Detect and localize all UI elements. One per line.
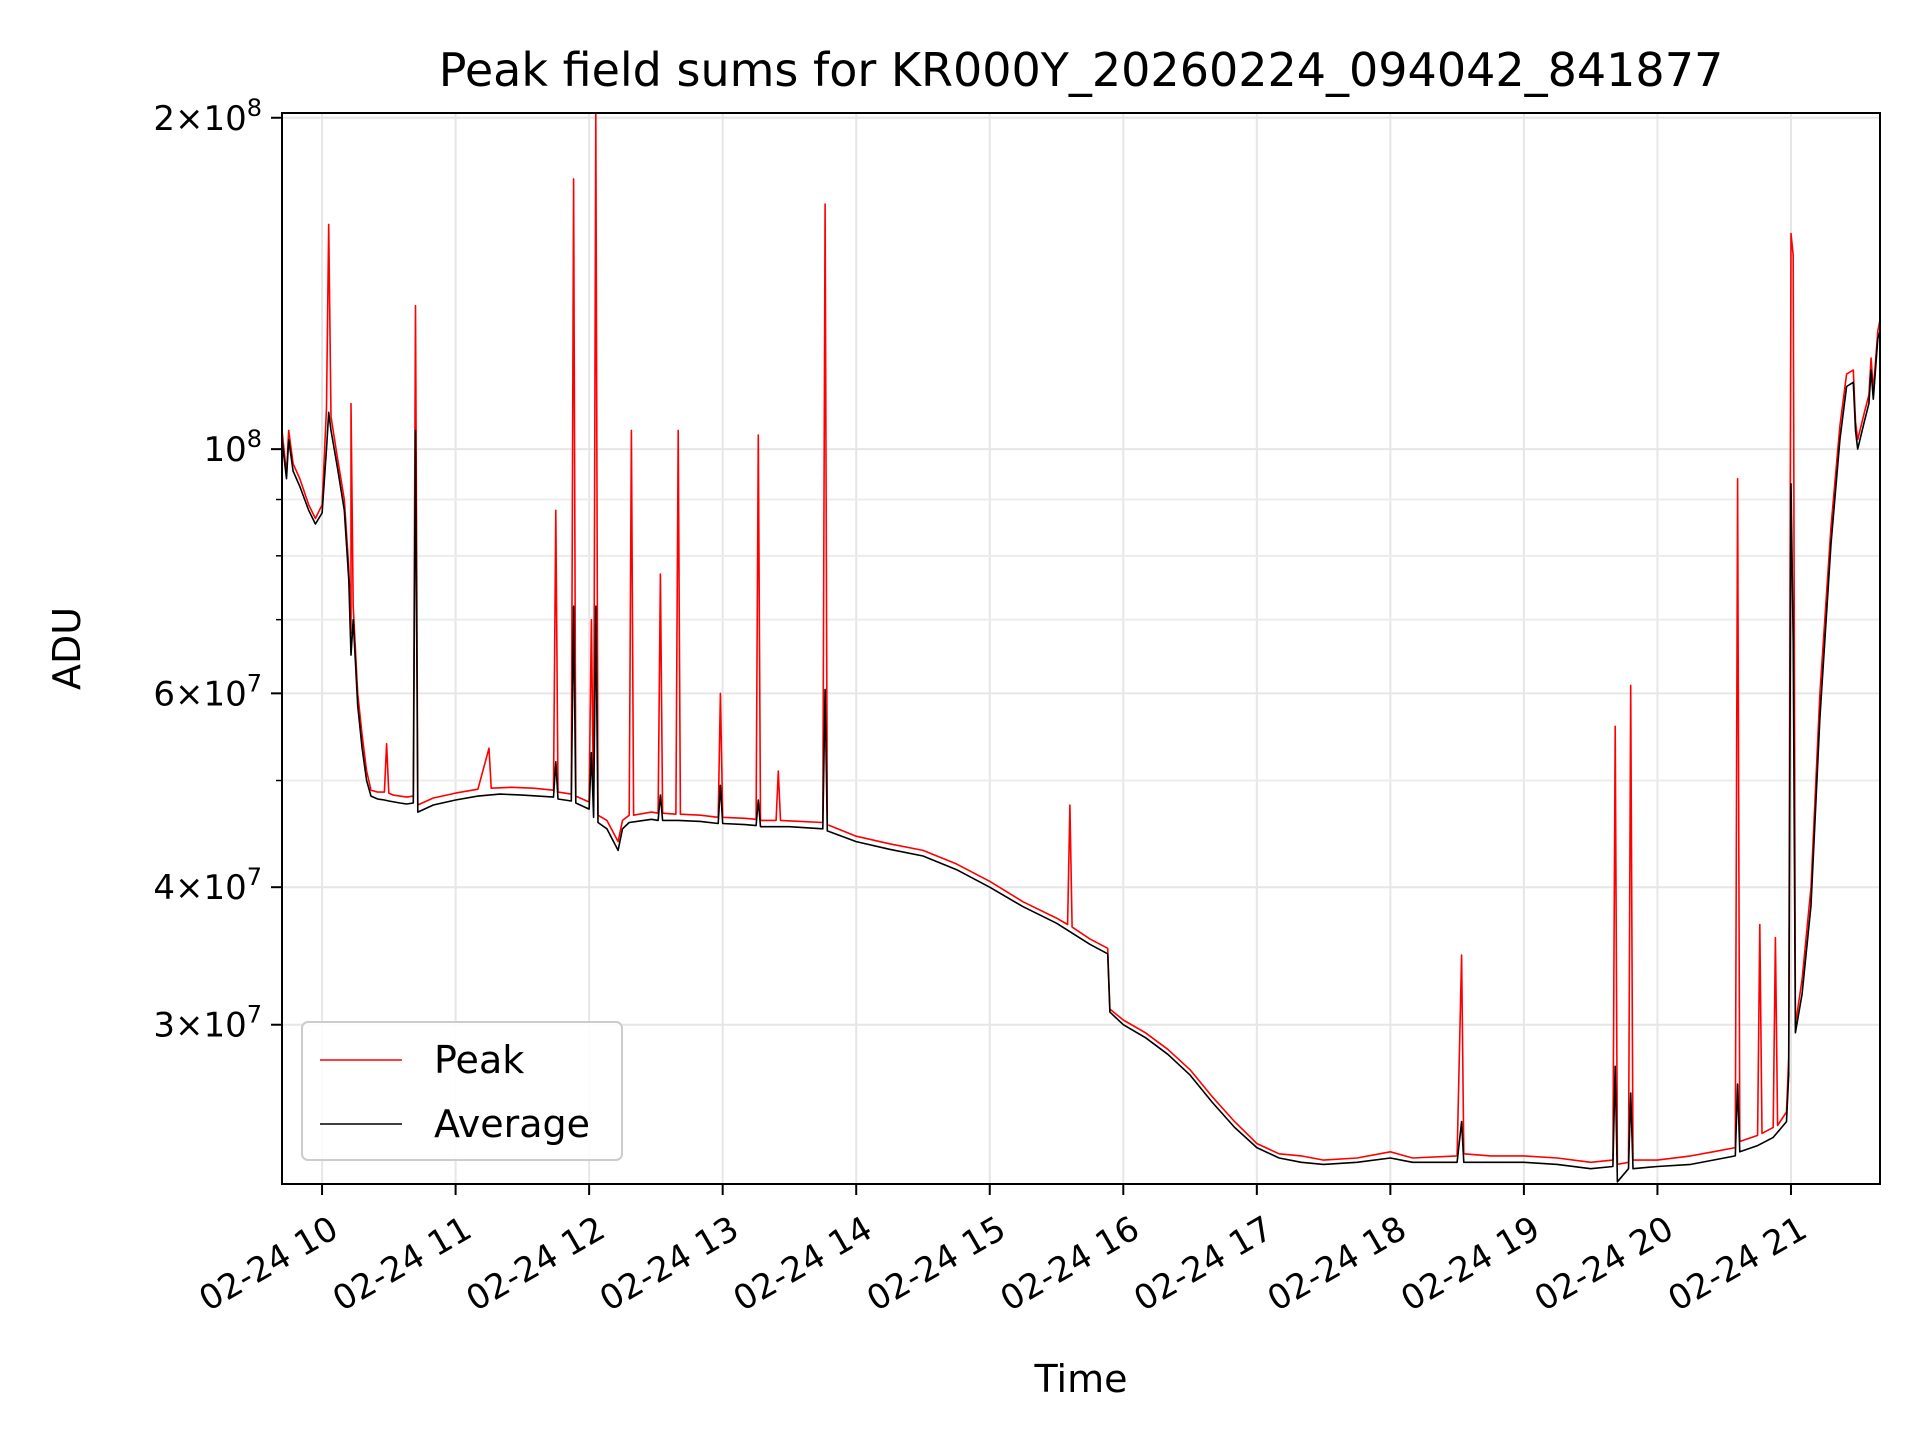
- x-tick-label: 02-24 15: [860, 1209, 1012, 1320]
- x-tick-label: 02-24 21: [1661, 1209, 1813, 1320]
- x-tick-label: 02-24 10: [193, 1209, 345, 1320]
- series-lines: [282, 113, 1880, 1183]
- x-tick-label: 02-24 14: [727, 1209, 879, 1320]
- y-tick-label: 4×107: [153, 863, 262, 908]
- legend-label-average: Average: [434, 1102, 590, 1146]
- series-line-average: [282, 330, 1880, 1183]
- x-tick-label: 02-24 19: [1394, 1209, 1546, 1320]
- series-line-peak: [282, 113, 1880, 1166]
- x-tick-label: 02-24 16: [994, 1209, 1146, 1320]
- y-axis-label: ADU: [45, 607, 89, 690]
- y-tick-label: 6×107: [153, 669, 262, 714]
- y-tick-label: 3×107: [153, 1001, 262, 1046]
- y-tick-label: 108: [203, 425, 262, 470]
- x-tick-label: 02-24 18: [1261, 1209, 1413, 1320]
- x-tick-label: 02-24 11: [326, 1209, 478, 1320]
- legend-label-peak: Peak: [434, 1038, 524, 1082]
- y-tick-label: 2×108: [153, 94, 262, 139]
- x-axis-label: Time: [1034, 1357, 1128, 1401]
- plot-area-frame: [281, 112, 1881, 1185]
- x-tick-label: 02-24 20: [1528, 1209, 1680, 1320]
- legend-box: [301, 1021, 623, 1161]
- x-tick-label: 02-24 17: [1127, 1209, 1279, 1320]
- x-tick-label: 02-24 13: [593, 1209, 745, 1320]
- chart-title: Peak field sums for KR000Y_20260224_0940…: [439, 43, 1723, 97]
- legend: Peak Average: [301, 1021, 623, 1161]
- x-tick-label: 02-24 12: [460, 1209, 612, 1320]
